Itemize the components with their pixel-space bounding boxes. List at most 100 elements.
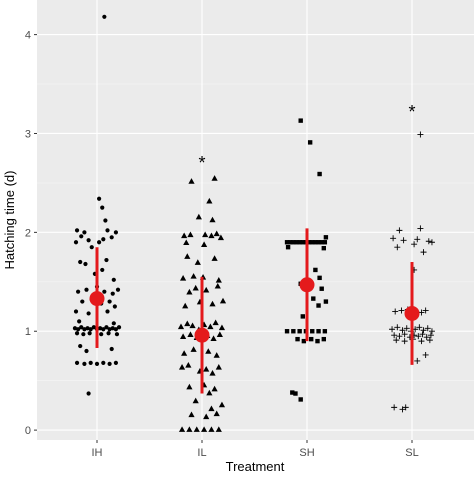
data-point-ih xyxy=(74,228,80,233)
data-point-il xyxy=(211,385,218,392)
data-point-ih xyxy=(104,257,109,263)
data-point-sh xyxy=(298,118,303,123)
data-point-ih xyxy=(109,235,114,240)
data-point-ih xyxy=(104,325,109,330)
data-point-il xyxy=(205,348,212,354)
data-point-ih xyxy=(116,325,122,330)
x-tick-label: IH xyxy=(92,447,103,459)
data-point-sh xyxy=(310,240,315,245)
data-point-sh xyxy=(316,240,321,245)
data-point-sh xyxy=(307,140,313,145)
data-point-sh xyxy=(291,329,296,334)
data-point-sh xyxy=(322,329,328,334)
data-point-sl xyxy=(390,235,397,242)
data-point-il xyxy=(213,410,220,417)
data-point-ih xyxy=(86,311,91,316)
data-point-il xyxy=(177,323,185,330)
data-point-ih xyxy=(74,331,80,336)
data-point-sl xyxy=(420,249,427,256)
data-point-il xyxy=(183,239,190,246)
summary-layer xyxy=(89,228,420,394)
data-point-sh xyxy=(300,240,305,245)
y-tick-label: 4 xyxy=(25,30,31,42)
data-point-il xyxy=(186,288,193,295)
data-point-sl xyxy=(424,325,431,332)
data-point-sh xyxy=(319,240,324,245)
data-point-sh xyxy=(284,240,290,245)
data-point-sh xyxy=(294,240,299,245)
data-point-il xyxy=(208,426,215,432)
y-tick-label: 1 xyxy=(25,326,31,338)
data-point-sh xyxy=(319,286,324,291)
mean-point-ih xyxy=(89,291,105,307)
data-point-sl xyxy=(427,332,434,339)
data-point-il xyxy=(195,213,202,220)
x-tick-label: SL xyxy=(405,447,418,459)
data-point-ih xyxy=(102,289,107,294)
mean-point-sl xyxy=(404,305,420,321)
data-point-sh xyxy=(309,336,314,342)
data-point-sl xyxy=(422,307,429,314)
data-point-sl xyxy=(402,404,409,411)
data-point-il xyxy=(180,333,187,339)
data-point-il xyxy=(206,197,213,204)
data-point-ih xyxy=(85,326,90,331)
data-point-il xyxy=(213,352,220,358)
data-point-sl xyxy=(391,332,398,339)
data-point-ih xyxy=(86,238,91,243)
data-point-ih xyxy=(72,326,78,331)
data-point-ih xyxy=(100,205,105,210)
data-point-sl xyxy=(428,328,435,335)
data-point-ih xyxy=(101,237,106,242)
data-point-il xyxy=(188,178,195,184)
data-point-ih xyxy=(97,240,102,245)
data-point-il xyxy=(190,273,197,279)
data-point-ih xyxy=(114,332,120,337)
data-point-ih xyxy=(81,332,86,337)
data-point-il xyxy=(185,362,192,368)
mean-point-sh xyxy=(299,277,315,293)
data-point-sl xyxy=(420,327,427,334)
data-point-sh xyxy=(317,171,322,177)
data-point-il xyxy=(187,331,194,338)
data-point-ih xyxy=(78,259,83,265)
data-point-sh xyxy=(288,240,293,245)
data-point-sh xyxy=(301,338,307,344)
data-point-il xyxy=(218,324,226,331)
data-point-il xyxy=(203,366,210,372)
data-point-il xyxy=(214,282,221,289)
data-point-ih xyxy=(109,346,114,352)
data-point-il xyxy=(203,413,210,420)
data-point-il xyxy=(209,369,216,376)
data-point-il xyxy=(206,389,213,396)
data-point-sh xyxy=(291,240,296,245)
data-point-il xyxy=(208,232,215,239)
data-point-il xyxy=(187,231,194,238)
y-tick-label: 2 xyxy=(25,227,31,239)
data-point-ih xyxy=(107,299,112,304)
data-point-il xyxy=(217,234,224,241)
data-point-sh xyxy=(297,240,302,245)
data-point-il xyxy=(203,286,210,293)
data-point-ih xyxy=(101,360,106,365)
data-point-sh xyxy=(321,336,326,342)
data-point-sl xyxy=(417,131,424,138)
data-point-il xyxy=(208,405,215,412)
data-point-ih xyxy=(110,326,115,331)
data-point-ih xyxy=(84,348,89,354)
data-point-ih xyxy=(77,319,82,324)
data-point-ih xyxy=(106,331,111,336)
plot-panel xyxy=(37,0,474,440)
data-point-il xyxy=(188,411,195,418)
data-point-sl xyxy=(401,331,408,338)
data-point-sl xyxy=(398,307,405,314)
data-point-il xyxy=(207,323,214,330)
data-point-sl xyxy=(414,236,421,243)
y-axis-title: Hatching time (d) xyxy=(2,171,17,270)
data-point-ih xyxy=(82,230,87,235)
data-point-il xyxy=(216,331,223,338)
data-point-il xyxy=(201,426,208,432)
data-point-sl xyxy=(428,239,435,246)
data-point-ih xyxy=(76,289,81,294)
